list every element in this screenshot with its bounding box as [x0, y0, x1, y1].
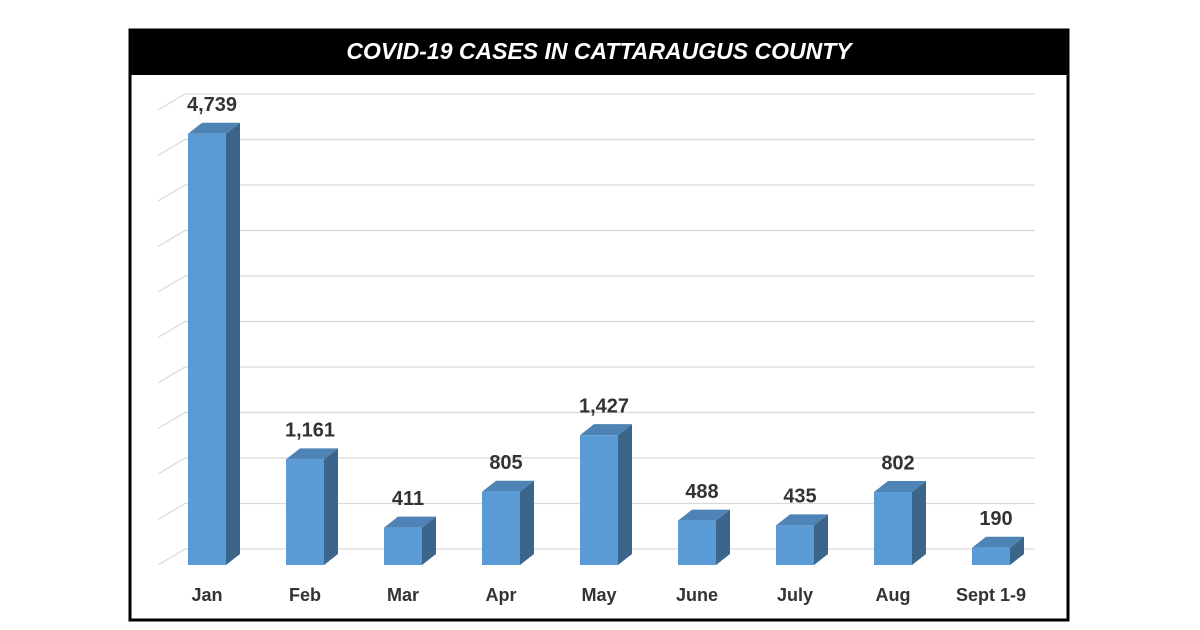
bar-top [678, 509, 730, 521]
grid-line [157, 320, 1035, 339]
value-label: 805 [489, 452, 522, 474]
bar [482, 491, 520, 565]
grid-line [157, 93, 1035, 111]
bar-side [814, 514, 828, 565]
grid-line [157, 184, 1035, 202]
bar-side [618, 424, 632, 565]
x-tick-label: Feb [289, 585, 321, 605]
x-tick-label: Sept 1-9 [956, 585, 1026, 605]
grid-line [157, 457, 1035, 475]
grid-line [157, 138, 1035, 157]
value-label: 1,161 [285, 420, 335, 442]
x-tick-label: May [581, 585, 616, 605]
bar-top [286, 448, 338, 460]
bar-top [972, 536, 1024, 548]
bar-top [482, 480, 534, 492]
x-tick-label: Apr [486, 585, 517, 605]
bar [874, 492, 912, 565]
x-tick-label: July [777, 585, 813, 605]
bar-side [912, 481, 926, 565]
title-bar [130, 30, 1068, 75]
x-tick-label: Aug [876, 585, 911, 605]
bar-side [324, 448, 338, 565]
bar-top [776, 514, 828, 526]
grid-line [157, 411, 1035, 430]
value-label: 1,427 [579, 395, 629, 417]
bar-top [580, 424, 632, 436]
grid-line [157, 502, 1035, 521]
bar [776, 525, 814, 565]
x-tick-label: Mar [387, 585, 419, 605]
bar-top [874, 481, 926, 493]
x-tick-label: Jan [191, 585, 222, 605]
grid-line [157, 229, 1035, 248]
bar [286, 459, 324, 565]
value-label: 802 [881, 452, 914, 474]
bar-side [520, 480, 534, 565]
value-label: 4,739 [187, 94, 237, 116]
value-label: 488 [685, 481, 718, 503]
bar-side [1010, 536, 1024, 565]
grid-line [157, 275, 1035, 293]
value-label: 435 [783, 486, 816, 508]
chart-title: COVID-19 CASES IN CATTARAUGUS COUNTY [346, 38, 854, 64]
grid-line [157, 548, 1035, 566]
x-tick-label: June [676, 585, 718, 605]
bar [972, 547, 1010, 565]
bar [384, 527, 422, 565]
bar-top [384, 516, 436, 528]
bar-side [422, 516, 436, 565]
bar-side [226, 122, 240, 565]
value-label: 411 [392, 488, 424, 510]
bar [678, 520, 716, 565]
bar [188, 133, 226, 565]
bar-top [188, 122, 240, 134]
bar [580, 435, 618, 565]
grid-line [157, 366, 1035, 384]
value-label: 190 [979, 508, 1012, 530]
bar-side [716, 509, 730, 565]
